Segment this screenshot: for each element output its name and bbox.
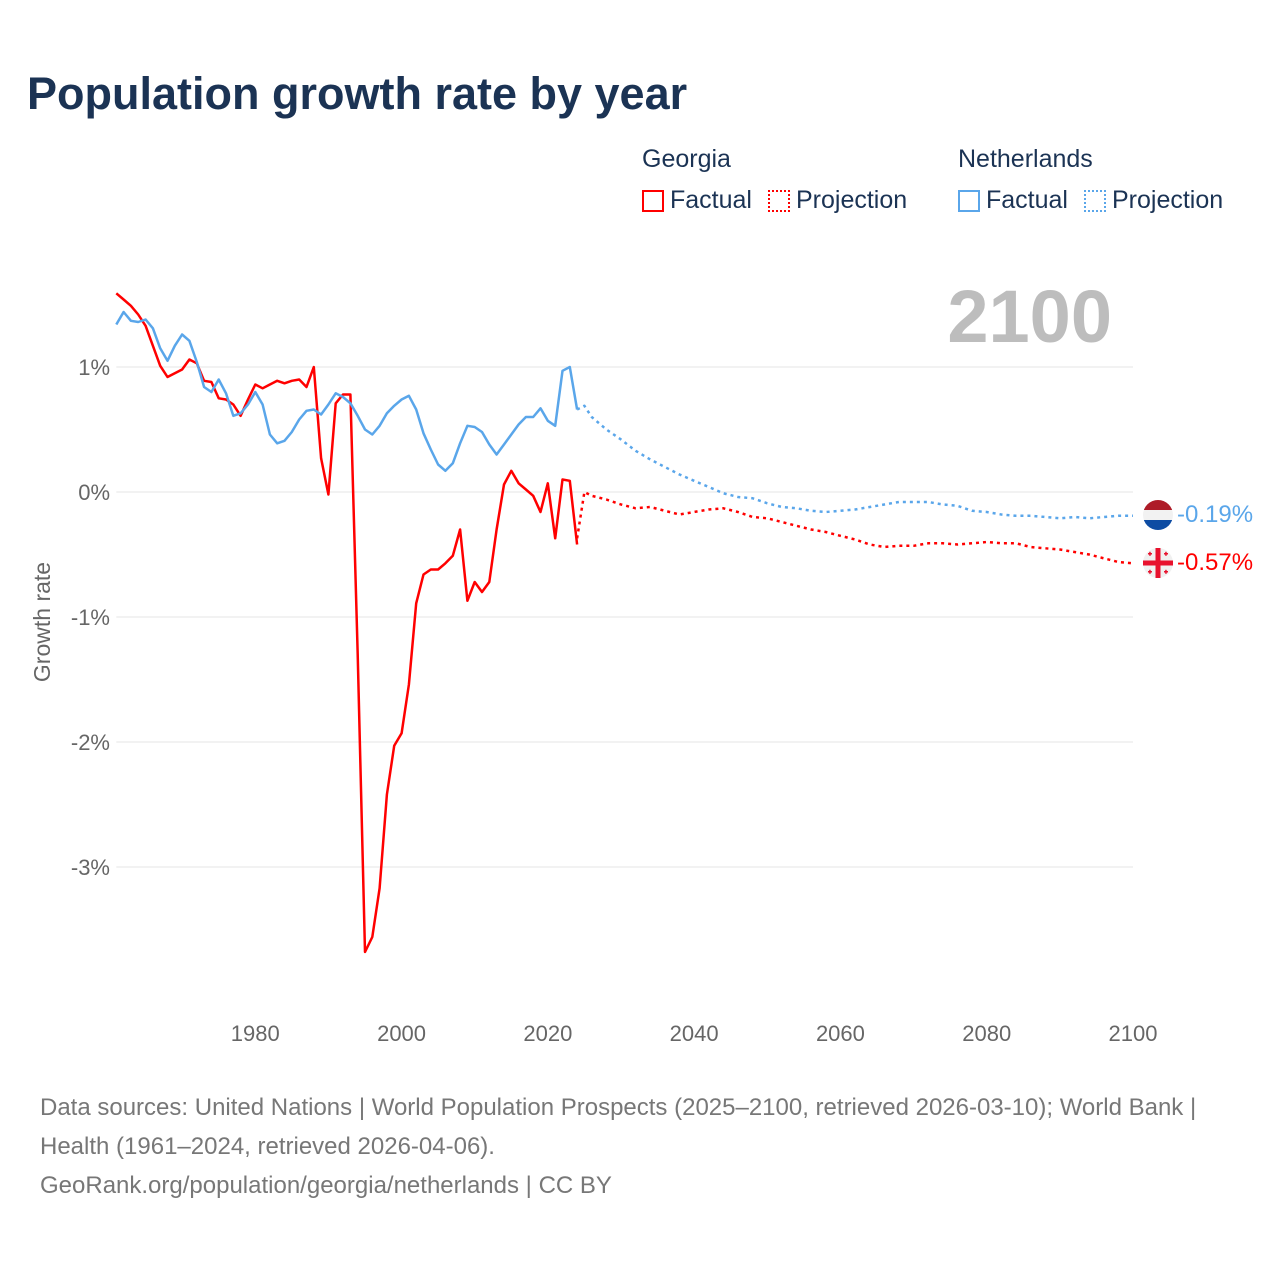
x-tick-label: 2000 xyxy=(377,1021,426,1046)
legend-label: Projection xyxy=(795,186,908,214)
dotted-swatch-icon xyxy=(767,189,790,212)
x-tick-labels: 1980 2000 2020 2040 2060 2080 2100 xyxy=(231,1021,1158,1046)
y-tick-label: -3% xyxy=(71,855,110,880)
legend-netherlands-factual[interactable]: Factual xyxy=(958,186,1068,215)
netherlands-projection-line xyxy=(576,404,1133,520)
y-tick-labels: 1% 0% -1% -2% -3% xyxy=(71,355,110,880)
x-tick-label: 1980 xyxy=(231,1021,280,1046)
solid-swatch-icon xyxy=(642,189,664,212)
x-tick-label: 2080 xyxy=(962,1021,1011,1046)
y-tick-label: 1% xyxy=(78,355,110,380)
legend-label: Factual xyxy=(986,186,1068,214)
gridlines xyxy=(116,366,1133,868)
x-tick-label: 2040 xyxy=(670,1021,719,1046)
page-title: Population growth rate by year xyxy=(27,68,688,119)
georgia-factual-line xyxy=(115,292,579,954)
legend-georgia-projection[interactable]: Projection xyxy=(767,186,908,215)
legend-netherlands-title: Netherlands xyxy=(958,145,1093,173)
legend-label: Factual xyxy=(670,186,752,214)
y-tick-label: -1% xyxy=(71,605,110,630)
netherlands-flag-icon xyxy=(1143,500,1173,530)
x-tick-label: 2100 xyxy=(1109,1021,1158,1046)
legend-netherlands: Netherlands Factual Projection xyxy=(958,145,1223,215)
georgia-flag-icon xyxy=(1143,548,1173,578)
current-year-label: 2100 xyxy=(947,275,1112,358)
legend-georgia: Georgia Factual Projection xyxy=(642,145,907,215)
legend-netherlands-projection[interactable]: Projection xyxy=(1083,186,1224,215)
x-tick-label: 2060 xyxy=(816,1021,865,1046)
legend-georgia-title: Georgia xyxy=(642,145,731,173)
series-lines xyxy=(115,292,1134,954)
georgia-end-value: -0.57% xyxy=(1177,549,1253,576)
data-sources: Data sources: United Nations | World Pop… xyxy=(40,1094,1197,1160)
legend-georgia-factual[interactable]: Factual xyxy=(642,186,752,215)
solid-swatch-icon xyxy=(958,189,980,212)
netherlands-end-value: -0.19% xyxy=(1177,501,1253,528)
georgia-projection-line xyxy=(575,490,1134,565)
legend-label: Projection xyxy=(1111,186,1224,214)
y-tick-label: -2% xyxy=(71,730,110,755)
x-tick-label: 2020 xyxy=(523,1021,572,1046)
netherlands-factual-line xyxy=(115,310,579,473)
source-link[interactable]: GeoRank.org/population/georgia/netherlan… xyxy=(40,1172,612,1199)
y-axis-label: Growth rate xyxy=(29,562,55,682)
footer: Data sources: United Nations | World Pop… xyxy=(40,1088,1240,1205)
dotted-swatch-icon xyxy=(1083,189,1106,212)
y-tick-label: 0% xyxy=(78,480,110,505)
